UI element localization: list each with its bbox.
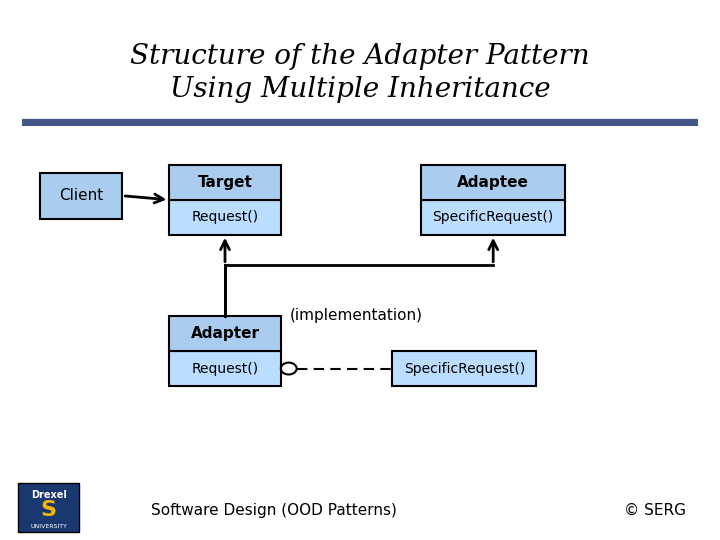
Text: Client: Client [59,188,103,203]
FancyBboxPatch shape [421,200,565,235]
FancyBboxPatch shape [169,351,281,386]
FancyBboxPatch shape [421,165,565,200]
Text: Software Design (OOD Patterns): Software Design (OOD Patterns) [150,503,397,518]
Text: Request(): Request() [192,362,258,375]
FancyBboxPatch shape [169,200,281,235]
FancyBboxPatch shape [392,351,536,386]
Text: UNIVERSITY: UNIVERSITY [30,524,67,529]
Text: Target: Target [197,175,253,190]
Text: Adapter: Adapter [191,326,259,341]
Text: Adaptee: Adaptee [457,175,529,190]
Text: Request(): Request() [192,211,258,224]
Text: (implementation): (implementation) [290,308,423,323]
Text: SpecificRequest(): SpecificRequest() [404,362,525,375]
Text: © SERG: © SERG [624,503,686,518]
Text: Structure of the Adapter Pattern: Structure of the Adapter Pattern [130,43,590,70]
FancyBboxPatch shape [169,165,281,200]
Text: SpecificRequest(): SpecificRequest() [433,211,554,224]
FancyBboxPatch shape [18,483,79,532]
Text: S: S [40,500,57,520]
Text: Drexel: Drexel [31,490,66,501]
FancyBboxPatch shape [169,316,281,351]
FancyBboxPatch shape [40,173,122,219]
Text: Using Multiple Inheritance: Using Multiple Inheritance [170,76,550,103]
